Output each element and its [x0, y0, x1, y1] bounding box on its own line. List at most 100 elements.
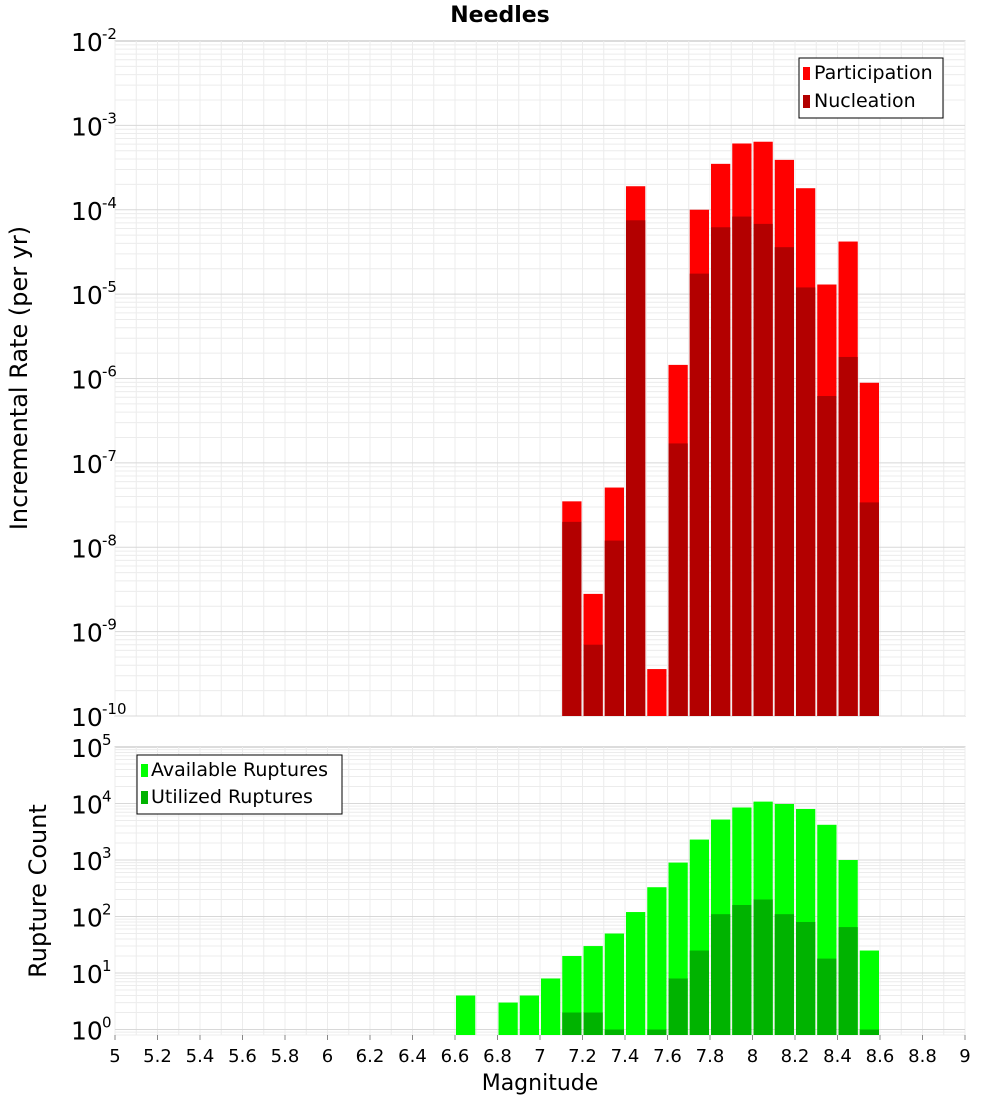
- x-tick-label: 5.6: [228, 1046, 257, 1067]
- x-tick-label: 8: [747, 1046, 758, 1067]
- nucleation-bar: [583, 644, 603, 716]
- utilized-bar: [711, 914, 731, 1035]
- available-bar: [626, 912, 646, 1035]
- x-tick-label: 8.4: [823, 1046, 852, 1067]
- rate-bars: [562, 141, 879, 717]
- available-bar: [604, 933, 624, 1035]
- rate-grid: [114, 41, 966, 717]
- available-legend-swatch: [141, 764, 148, 777]
- nucleation-bar: [774, 247, 794, 716]
- y-tick-exponent: -8: [102, 531, 117, 549]
- x-tick-label: 6.6: [441, 1046, 470, 1067]
- nucleation-bar: [732, 216, 752, 716]
- y-tick-base: 10: [71, 534, 103, 563]
- x-tick-label: 6.4: [398, 1046, 427, 1067]
- y-tick-base: 10: [71, 281, 103, 310]
- rate-y-axis-label: Incremental Rate (per yr): [5, 226, 33, 530]
- utilized-bar: [562, 1012, 582, 1035]
- nucleation-bar: [668, 443, 688, 716]
- utilized-bar: [796, 921, 816, 1035]
- y-tick-exponent: -10: [102, 700, 127, 718]
- available-bar: [519, 995, 539, 1035]
- x-tick-label: 8.6: [866, 1046, 895, 1067]
- y-tick-base: 10: [71, 197, 103, 226]
- x-tick-label: 6: [322, 1046, 333, 1067]
- utilized-legend-label: Utilized Ruptures: [151, 786, 313, 808]
- y-tick-exponent: 5: [102, 731, 112, 749]
- participation-legend-label: Participation: [814, 62, 933, 84]
- y-tick-exponent: -2: [102, 25, 117, 43]
- utilized-bar: [817, 958, 837, 1035]
- y-tick-exponent: -6: [102, 363, 117, 381]
- y-tick-exponent: -7: [102, 447, 117, 465]
- y-tick-base: 10: [71, 791, 103, 820]
- nucleation-bar: [604, 540, 624, 716]
- count-y-axis-label: Rupture Count: [24, 804, 52, 978]
- magnitude-x-tick-labels: 5 5.2 5.4 5.6 5.8 6 6.2 6.4 6.6 6.8 7 7.2 7.4 7.6 7.8 8…: [109, 1035, 971, 1067]
- utilized-legend-swatch: [141, 791, 148, 804]
- y-tick-exponent: -3: [102, 109, 117, 127]
- utilized-bar: [732, 904, 752, 1035]
- nucleation-bar: [562, 521, 582, 716]
- y-tick-exponent: -4: [102, 194, 117, 212]
- participation-legend-swatch: [803, 67, 810, 80]
- available-legend-label: Available Ruptures: [151, 759, 328, 781]
- available-bar: [647, 887, 667, 1035]
- utilized-bar: [774, 914, 794, 1035]
- x-tick-label: 6.2: [356, 1046, 385, 1067]
- available-bar: [498, 1002, 518, 1035]
- y-tick-base: 10: [71, 960, 103, 989]
- utilized-bar: [859, 1029, 879, 1035]
- nucleation-bar: [796, 287, 816, 716]
- y-tick-exponent: 3: [102, 844, 112, 862]
- y-tick-exponent: -9: [102, 616, 117, 634]
- x-tick-label: 5: [109, 1046, 120, 1067]
- x-tick-label: 7.6: [653, 1046, 682, 1067]
- x-tick-label: 7: [534, 1046, 545, 1067]
- x-tick-label: 7.8: [696, 1046, 725, 1067]
- x-tick-label: 7.2: [568, 1046, 597, 1067]
- utilized-bar: [838, 927, 858, 1035]
- chart-title: Needles: [450, 3, 550, 28]
- count-legend: Available Ruptures Utilized Ruptures: [136, 754, 343, 815]
- available-bar: [541, 978, 561, 1035]
- nucleation-bar: [817, 396, 837, 716]
- y-tick-exponent: -5: [102, 278, 117, 296]
- rate-y-tick-labels: 10-210-310-410-510-610-710-810-910-10: [71, 25, 127, 732]
- y-tick-exponent: 2: [102, 901, 112, 919]
- y-tick-base: 10: [71, 619, 103, 648]
- x-tick-label: 8.2: [781, 1046, 810, 1067]
- x-tick-label: 6.8: [483, 1046, 512, 1067]
- y-tick-base: 10: [71, 734, 103, 763]
- count-legend-box: [136, 754, 343, 815]
- nucleation-bar: [838, 356, 858, 716]
- utilized-bar: [753, 899, 773, 1035]
- count-bars: [456, 801, 879, 1035]
- rate-legend-box: [798, 57, 944, 119]
- y-tick-base: 10: [71, 28, 103, 57]
- nucleation-legend-label: Nucleation: [814, 90, 916, 112]
- y-tick-base: 10: [71, 847, 103, 876]
- utilized-bar: [689, 950, 709, 1035]
- y-tick-base: 10: [71, 1017, 103, 1046]
- y-tick-base: 10: [71, 450, 103, 479]
- y-tick-base: 10: [71, 366, 103, 395]
- x-tick-label: 7.4: [611, 1046, 640, 1067]
- available-bar: [456, 995, 476, 1035]
- x-axis-label: Magnitude: [482, 1071, 599, 1096]
- nucleation-bar: [753, 223, 773, 716]
- y-tick-base: 10: [71, 112, 103, 141]
- nucleation-bar: [859, 502, 879, 716]
- participation-bar: [647, 669, 667, 716]
- utilized-bar: [647, 1029, 667, 1035]
- rate-legend: Participation Nucleation: [798, 57, 944, 119]
- y-tick-exponent: 1: [102, 957, 112, 975]
- utilized-bar: [583, 1012, 603, 1035]
- utilized-bar: [668, 978, 688, 1035]
- nucleation-legend-swatch: [803, 95, 810, 108]
- x-tick-label: 5.8: [271, 1046, 300, 1067]
- x-tick-label: 9: [959, 1046, 970, 1067]
